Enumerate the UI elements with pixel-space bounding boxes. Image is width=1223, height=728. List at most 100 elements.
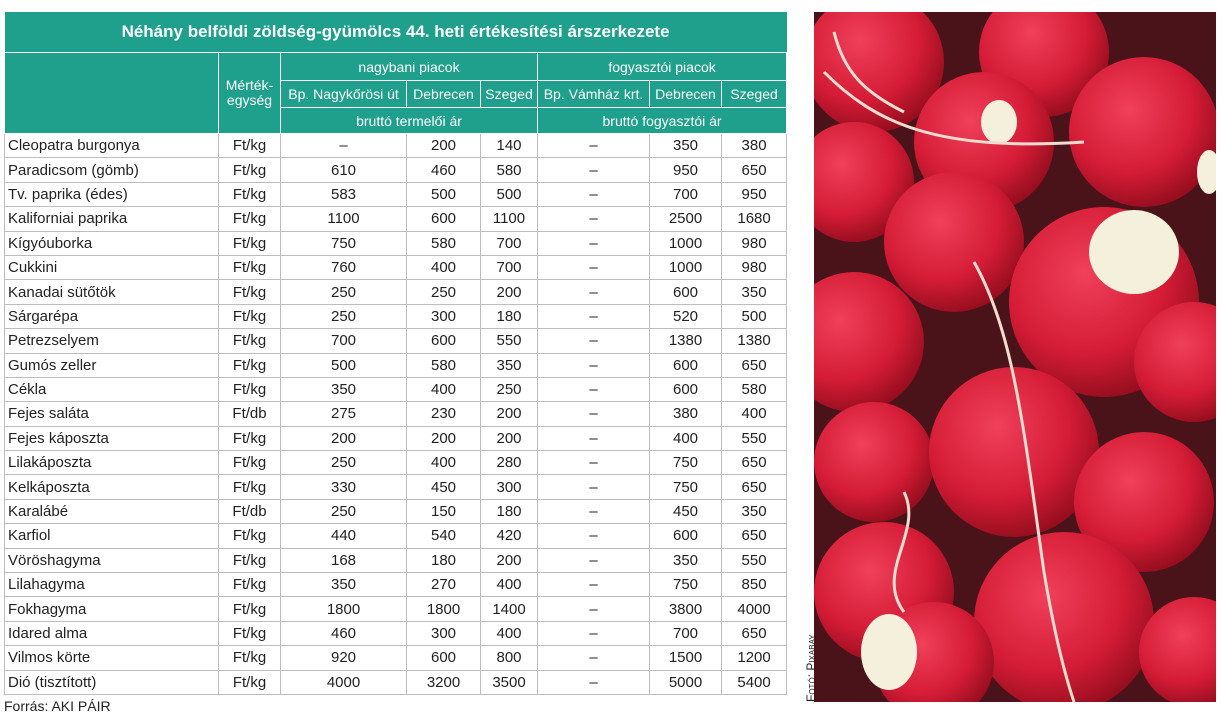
price: 750: [649, 450, 722, 476]
table-row: Vöröshagyma Ft/kg 168 180 200–350 550: [4, 547, 788, 574]
price: 250: [280, 279, 407, 305]
price: 1680: [720, 206, 788, 232]
price: 600: [649, 352, 722, 378]
price: –: [537, 352, 650, 378]
price: –: [537, 303, 650, 330]
column-header: Szeged: [720, 80, 788, 108]
price: 700: [649, 620, 722, 647]
table-row: Karfiol Ft/kg 440 540 420–600 650: [4, 523, 788, 549]
table-row: Cleopatra burgonya Ft/kg –200 140–350 380: [4, 132, 788, 159]
price: –: [537, 328, 650, 354]
unit: Ft/kg: [218, 450, 281, 476]
price: 750: [649, 474, 722, 500]
price: 420: [480, 523, 538, 549]
price: 400: [720, 401, 788, 427]
price: 580: [720, 376, 788, 403]
unit: Ft/kg: [218, 206, 281, 232]
price: 350: [720, 279, 788, 305]
price: 700: [480, 230, 538, 256]
price: –: [537, 279, 650, 305]
price: 580: [406, 352, 481, 378]
price: –: [537, 620, 650, 647]
price: 275: [280, 401, 407, 427]
product-name: Karalábé: [4, 498, 219, 525]
unit: Ft/kg: [218, 254, 281, 281]
price: 200: [280, 425, 407, 452]
column-header: Bp. Nagykőrösi út: [280, 80, 407, 108]
price: 980: [720, 230, 788, 256]
price: 1000: [649, 230, 722, 256]
unit-header: Mérték- egység: [218, 52, 281, 134]
price: –: [537, 645, 650, 671]
product-name: Lilakáposzta: [4, 450, 219, 476]
price: –: [537, 425, 650, 452]
table-row: Vilmos körte Ft/kg 920 600 800–1500 1200: [4, 645, 788, 671]
price: 700: [280, 328, 407, 354]
price: 400: [406, 254, 481, 281]
price: –: [537, 547, 650, 574]
price: 4000: [280, 669, 407, 695]
price: 650: [720, 450, 788, 476]
price: 250: [480, 376, 538, 403]
price: 350: [480, 352, 538, 378]
price: 350: [649, 132, 722, 159]
product-name: Karfiol: [4, 523, 219, 549]
unit: Ft/kg: [218, 425, 281, 452]
price: 1100: [280, 206, 407, 232]
product-name: Cukkini: [4, 254, 219, 281]
price: –: [537, 376, 650, 403]
price: 250: [280, 303, 407, 330]
price: 600: [649, 523, 722, 549]
unit: Ft/db: [218, 498, 281, 525]
unit: Ft/kg: [218, 523, 281, 549]
table-title: Néhány belföldi zöldség-gyümölcs 44. het…: [4, 12, 787, 53]
column-header: Debrecen: [406, 80, 481, 108]
price: 600: [649, 279, 722, 305]
price: 650: [720, 352, 788, 378]
price: –: [537, 157, 650, 183]
price: 750: [280, 230, 407, 256]
price: 600: [406, 645, 481, 671]
table-row: Fejes káposzta Ft/kg 200 200 200–400 550: [4, 425, 788, 452]
price: –: [537, 474, 650, 500]
price: –: [537, 181, 650, 208]
price: 600: [406, 206, 481, 232]
price: 1000: [649, 254, 722, 281]
price: 800: [480, 645, 538, 671]
price: –: [537, 596, 650, 622]
price: 200: [406, 425, 481, 452]
source: Forrás: AKI PÁIR: [4, 698, 111, 714]
price: 1800: [280, 596, 407, 622]
price: 200: [480, 279, 538, 305]
product-name: Vöröshagyma: [4, 547, 219, 574]
product-name: Idared alma: [4, 620, 219, 647]
product-name: Cleopatra burgonya: [4, 132, 219, 159]
price: 200: [480, 425, 538, 452]
price: 500: [480, 181, 538, 208]
price: 300: [480, 474, 538, 500]
unit: Ft/kg: [218, 669, 281, 695]
price: 600: [406, 328, 481, 354]
column-header: Szeged: [480, 80, 538, 108]
group-header: nagybani piacok: [280, 52, 538, 81]
table-row: Fejes saláta Ft/db 275 230 200–380 400: [4, 401, 788, 427]
radish-photo: [814, 12, 1216, 702]
group-header: fogyasztói piacok: [536, 52, 788, 81]
price: 4000: [720, 596, 788, 622]
price: –: [537, 498, 650, 525]
name-header: [4, 52, 219, 134]
unit: Ft/kg: [218, 474, 281, 500]
price: 400: [480, 620, 538, 647]
price: 950: [720, 181, 788, 208]
price: 1400: [480, 596, 538, 622]
price: 180: [480, 498, 538, 525]
table-row: Cékla Ft/kg 350 400 250–600 580: [4, 376, 788, 403]
price: 180: [480, 303, 538, 330]
unit: Ft/kg: [218, 181, 281, 208]
price: 280: [480, 450, 538, 476]
table-row: Kaliforniai paprika Ft/kg 1100 600 1100–2500…: [4, 206, 788, 232]
price: 450: [649, 498, 722, 525]
price: 850: [720, 572, 788, 598]
price: 580: [406, 230, 481, 256]
